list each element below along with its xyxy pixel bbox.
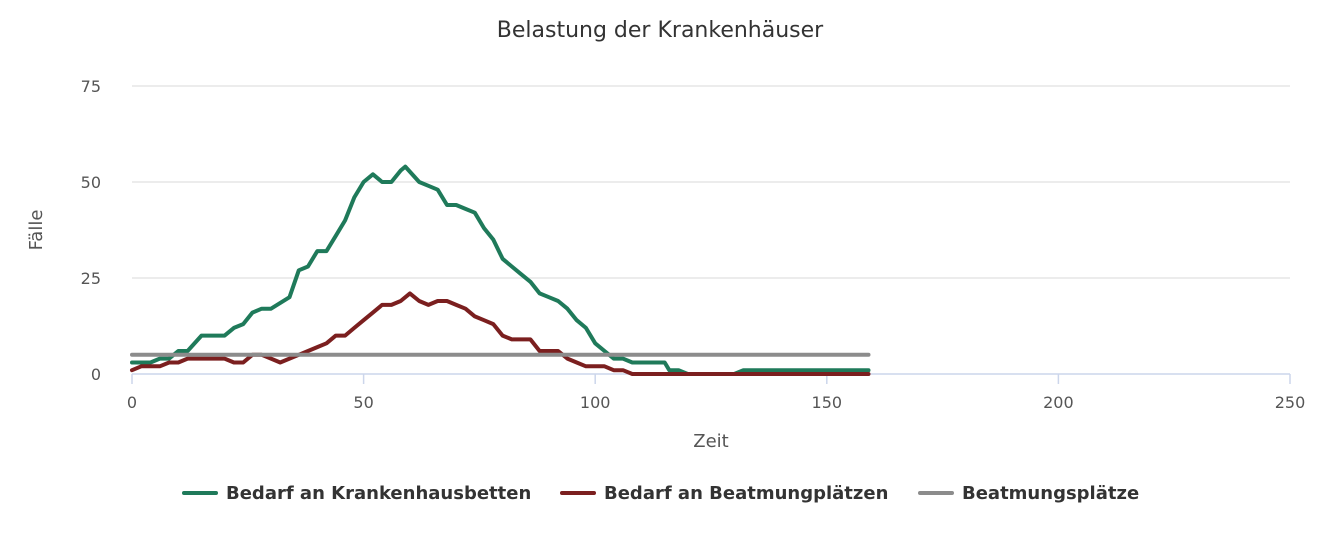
series-layer xyxy=(130,164,871,376)
y-tick-label: 0 xyxy=(91,365,101,384)
y-tick-label: 25 xyxy=(81,269,101,288)
x-tick-label: 0 xyxy=(127,393,137,412)
y-axis-label: Fälle xyxy=(26,210,47,251)
x-tick-label: 150 xyxy=(812,393,843,412)
legend-label: Bedarf an Beatmungplätzen xyxy=(604,483,888,504)
x-tick-label: 200 xyxy=(1043,393,1074,412)
legend-item-1[interactable]: Bedarf an Krankenhausbetten xyxy=(182,483,531,504)
y-axis: 0 25 50 75 xyxy=(81,77,101,384)
grid-layer xyxy=(132,85,1290,279)
x-axis-label: Zeit xyxy=(693,431,728,452)
chart-title: Belastung der Krankenhäuser xyxy=(497,18,824,43)
x-tick-label: 250 xyxy=(1275,393,1306,412)
series-line-1[interactable] xyxy=(130,164,871,376)
legend-item-3[interactable]: Beatmungsplätze xyxy=(918,483,1139,504)
y-tick-label: 50 xyxy=(81,173,101,192)
x-tick-label: 50 xyxy=(353,393,373,412)
legend-label: Bedarf an Krankenhausbetten xyxy=(226,483,531,504)
legend-item-2[interactable]: Bedarf an Beatmungplätzen xyxy=(560,483,888,504)
x-tick-label: 100 xyxy=(580,393,611,412)
legend-label: Beatmungsplätze xyxy=(962,483,1139,504)
series-line-2[interactable] xyxy=(130,291,871,376)
x-axis: 0 50 100 150 200 250 xyxy=(127,373,1306,412)
y-tick-label: 75 xyxy=(81,77,101,96)
legend[interactable]: Bedarf an Krankenhausbetten Bedarf an Bea… xyxy=(182,483,1139,504)
